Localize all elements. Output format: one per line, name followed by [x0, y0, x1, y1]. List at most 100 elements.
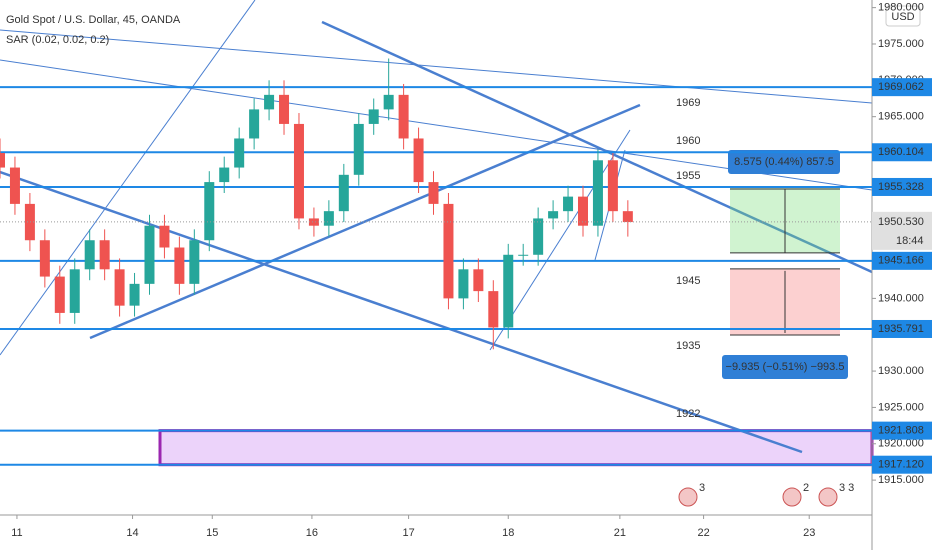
candle-body: [383, 94, 394, 110]
candle-body: [518, 254, 529, 256]
candle-body: [323, 211, 334, 226]
candle-body: [413, 138, 424, 183]
candle-body: [0, 153, 5, 168]
level-label-bg: [872, 251, 932, 270]
candle-body: [592, 160, 603, 226]
candle-body: [129, 283, 140, 306]
level-annotation: 1969: [676, 97, 700, 109]
candle-body: [84, 240, 95, 270]
level-label-bg: [872, 143, 932, 162]
candle-body: [338, 174, 349, 212]
level-label-bg: [872, 455, 932, 474]
level-label: 1969.062: [878, 81, 924, 93]
x-tick-label: 21: [614, 527, 626, 539]
chart-title: Gold Spot / U.S. Dollar, 45, OANDA: [6, 14, 181, 26]
measure-down-label: −9.935 (−0.51%) −993.5: [726, 361, 845, 373]
trend-line: [0, 59, 873, 191]
candle-body: [503, 254, 514, 328]
trend-line: [321, 20, 873, 274]
candle-body: [563, 196, 574, 212]
event-icon: [782, 487, 802, 507]
candle-body: [488, 291, 499, 328]
measure-up-label-bg: [728, 150, 840, 174]
trend-lines: [0, 0, 873, 454]
level-annotation: 1955: [676, 170, 700, 182]
x-tick-label: 23: [803, 527, 815, 539]
x-tick-label: 11: [11, 527, 22, 539]
event-icon: [818, 487, 838, 507]
candle-body: [249, 109, 260, 139]
candle-body: [443, 203, 454, 299]
candle-body: [174, 247, 185, 284]
candle-body: [533, 218, 544, 255]
event-count: 3: [699, 482, 705, 494]
candle-body: [622, 211, 633, 223]
level-label: 1960.104: [878, 146, 924, 158]
candle-body: [204, 182, 215, 241]
candle-body: [159, 225, 170, 248]
trend-line: [0, 0, 256, 356]
x-tick-label: 22: [697, 527, 709, 539]
candle-body: [398, 94, 409, 139]
candle-body: [99, 240, 110, 270]
indicator-label: SAR (0.02, 0.02, 0.2): [6, 34, 109, 46]
trend-line: [89, 103, 641, 340]
level-label: 1955.328: [878, 181, 924, 193]
x-tick-label: 16: [306, 527, 318, 539]
trend-line: [489, 129, 631, 351]
candle-body: [458, 269, 469, 299]
level-label: 1921.808: [878, 425, 924, 437]
candle-body: [548, 211, 559, 219]
candle-body: [114, 269, 125, 306]
y-tick-label: 1940.000: [878, 292, 924, 304]
candle-body: [279, 94, 290, 124]
currency-box[interactable]: [885, 5, 921, 27]
y-tick-label: 1920.000: [878, 438, 924, 450]
level-label-bg: [872, 319, 932, 338]
candle-body: [24, 203, 35, 241]
event-count: 2: [803, 482, 809, 494]
y-tick-label: 1925.000: [878, 401, 924, 413]
level-annotation: 1960: [676, 135, 700, 147]
level-annotation: 1922: [676, 408, 700, 420]
candle-body: [39, 240, 50, 277]
level-label: 1935.791: [878, 323, 924, 335]
level-label: 1945.166: [878, 255, 924, 267]
level-label-bg: [872, 78, 932, 97]
purple-zone: [158, 429, 874, 467]
candle-body: [577, 196, 588, 226]
level-label: 1917.120: [878, 459, 924, 471]
candle-body: [189, 240, 200, 284]
y-tick-label: 1915.000: [878, 474, 924, 486]
level-annotation: 1935: [676, 340, 700, 352]
x-tick-label: 18: [502, 527, 514, 539]
level-label-bg: [872, 421, 932, 440]
candle-body: [607, 160, 618, 212]
candle-body: [428, 182, 439, 204]
y-tick-label: 1965.000: [878, 111, 924, 123]
x-tick-label: 15: [206, 527, 218, 539]
candle-body: [234, 138, 245, 168]
y-tick-label: 1980.000: [878, 2, 924, 14]
trend-line: [0, 29, 873, 104]
candle-body: [144, 225, 155, 284]
last-price-bg: [872, 211, 932, 250]
candle-body: [368, 109, 379, 124]
x-tick-label: 14: [126, 527, 138, 539]
candle-body: [293, 123, 304, 219]
candle-body: [353, 123, 364, 175]
candle-body: [264, 94, 275, 110]
y-tick-label: 1930.000: [878, 365, 924, 377]
x-tick-label: 17: [402, 527, 414, 539]
candle-body: [308, 218, 319, 226]
candle-body: [9, 167, 20, 204]
candle-body: [219, 167, 230, 183]
purple-zone-layer: [158, 429, 874, 467]
level-label-bg: [872, 177, 932, 196]
event-icon: [678, 487, 698, 507]
currency-label: USD: [891, 11, 914, 23]
last-price-label: 1950.530: [878, 216, 924, 228]
y-tick-label: 1975.000: [878, 38, 924, 50]
